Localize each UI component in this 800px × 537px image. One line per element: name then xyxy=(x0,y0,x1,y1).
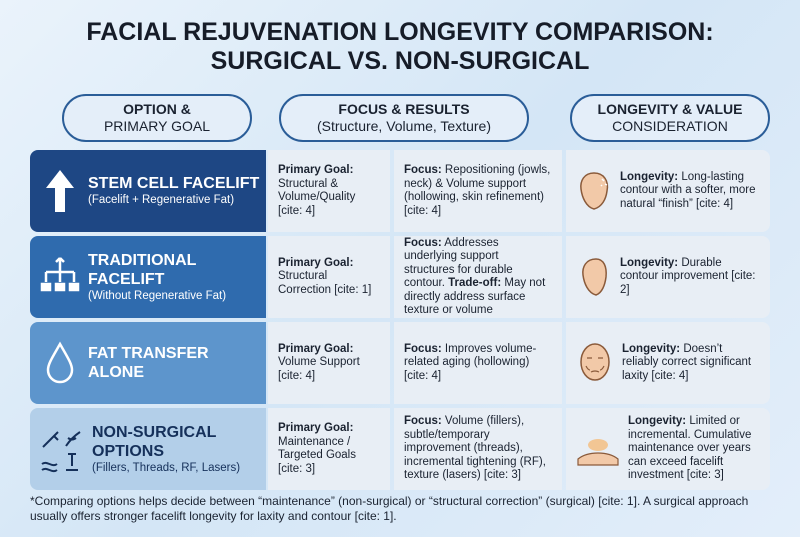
label: Focus: xyxy=(404,415,442,428)
cell-text: Focus: Volume (fillers), subtle/temporar… xyxy=(404,415,552,483)
title-line: SURGICAL VS. NON-SURGICAL xyxy=(210,47,590,75)
text: May not directly address surface texture… xyxy=(404,277,546,316)
label: Primary Goal: xyxy=(278,164,354,176)
cell-text: Focus: Improves volume-related aging (ho… xyxy=(404,343,552,384)
longevity-cell: Longevity: Durable contour improvement [… xyxy=(566,236,770,318)
goal-cell: Primary Goal: Maintenance / Targeted Goa… xyxy=(268,408,390,490)
icon xyxy=(40,257,80,292)
text: Structural & Volume/Quality [cite: 4] xyxy=(278,177,356,217)
longevity-cell: Longevity: Doesn’t reliably correct sign… xyxy=(566,322,770,404)
text: Addresses underlying support structures … xyxy=(404,236,513,290)
text: Maintenance / Targeted Goals [cite: 3] xyxy=(278,435,356,475)
focus-cell: Focus: Addresses underlying support stru… xyxy=(394,236,562,318)
cell-text: Primary Goal: Structural & Volume/Qualit… xyxy=(278,164,380,218)
option-block: STEM CELL FACELIFT (Facelift + Regenerati… xyxy=(30,150,266,232)
header-line: (Structure, Volume, Texture) xyxy=(316,118,492,134)
column-header: LONGEVITY & VALUE CONSIDERATION xyxy=(570,94,770,142)
icon xyxy=(46,170,74,212)
option-title: NON-SURGICAL OPTIONS xyxy=(92,423,217,460)
header-line: LONGEVITY & VALUE xyxy=(597,101,743,117)
option-subtitle: (Fillers, Threads, RF, Lasers) xyxy=(92,461,241,474)
header-line: FOCUS & RESULTS xyxy=(338,101,470,117)
option-text: FAT TRANSFER ALONE xyxy=(88,344,266,382)
option-title: TRADITIONAL FACELIFT xyxy=(88,251,197,288)
face-icon xyxy=(582,258,607,296)
text: Repositioning (jowls, neck) & Volume sup… xyxy=(404,164,551,217)
goal-cell: Primary Goal: Volume Support [cite: 4] xyxy=(268,322,390,404)
face-icon xyxy=(577,439,619,466)
option-block: FAT TRANSFER ALONE xyxy=(30,322,266,404)
option-subtitle: (Facelift + Regenerative Fat) xyxy=(88,194,235,206)
option-block: TRADITIONAL FACELIFT (Without Regenerativ… xyxy=(30,236,266,318)
face-icon xyxy=(580,172,609,210)
cell-text: Primary Goal: Maintenance / Targeted Goa… xyxy=(278,422,380,476)
label: Primary Goal: xyxy=(278,256,354,269)
option-text: TRADITIONAL FACELIFT (Without Regenerativ… xyxy=(88,251,266,304)
cell-text: Longevity: Durable contour improvement [… xyxy=(620,257,760,298)
text: Structural Correction [cite: 1] xyxy=(278,270,372,296)
label: Primary Goal: xyxy=(278,422,354,434)
header-line: PRIMARY GOAL xyxy=(103,118,211,134)
table-row: STEM CELL FACELIFT (Facelift + Regenerati… xyxy=(30,150,770,232)
cell-text: Longevity: Limited or incremental. Cumul… xyxy=(628,415,760,483)
header-line: OPTION & xyxy=(123,101,191,117)
text: Improves volume-related aging (hollowing… xyxy=(404,342,537,382)
icon xyxy=(46,341,74,384)
label: Focus: xyxy=(404,342,442,355)
column-header: FOCUS & RESULTS (Structure, Volume, Textu… xyxy=(279,94,529,142)
label: Trade-off: xyxy=(448,277,502,289)
option-title: STEM CELL FACELIFT xyxy=(88,175,260,192)
text: Volume (fillers), subtle/temporary impro… xyxy=(404,415,546,482)
label: Longevity: xyxy=(620,170,679,183)
footnote: *Comparing options helps decide between … xyxy=(30,494,749,523)
column-header: OPTION & PRIMARY GOAL xyxy=(62,94,252,142)
cell-text: Primary Goal: Structural Correction [cit… xyxy=(278,257,380,298)
face-icon xyxy=(580,343,610,381)
label: Focus: xyxy=(404,164,442,176)
cell-text: Focus: Repositioning (jowls, neck) & Vol… xyxy=(404,164,552,218)
option-title: FAT TRANSFER ALONE xyxy=(88,345,209,381)
label: Longevity: xyxy=(620,256,679,269)
focus-cell: Focus: Improves volume-related aging (ho… xyxy=(394,322,562,404)
focus-cell: Focus: Repositioning (jowls, neck) & Vol… xyxy=(394,150,562,232)
table-row: FAT TRANSFER ALONE Primary Goal: Volume S… xyxy=(30,322,770,404)
option-text: STEM CELL FACELIFT (Facelift + Regenerati… xyxy=(88,174,259,208)
cell-text: Longevity: Long-lasting contour with a s… xyxy=(620,171,760,212)
cell-text: Primary Goal: Volume Support [cite: 4] xyxy=(278,343,380,384)
option-text: NON-SURGICAL OPTIONS (Fillers, Threads, R… xyxy=(92,423,266,476)
cell-text: Longevity: Doesn’t reliably correct sign… xyxy=(622,343,760,384)
icon xyxy=(41,431,81,473)
text: Limited or incremental. Cumulative maint… xyxy=(628,415,752,482)
label: Longevity: xyxy=(622,342,681,355)
title-line: FACIAL REJUVENATION LONGEVITY COMPARISON… xyxy=(86,18,714,46)
longevity-cell: Longevity: Limited or incremental. Cumul… xyxy=(566,408,770,490)
focus-cell: Focus: Volume (fillers), subtle/temporar… xyxy=(394,408,562,490)
title: FACIAL REJUVENATION LONGEVITY COMPARISON… xyxy=(0,18,800,76)
option-block: NON-SURGICAL OPTIONS (Fillers, Threads, R… xyxy=(30,408,266,490)
table-row: TRADITIONAL FACELIFT (Without Regenerativ… xyxy=(30,236,770,318)
text: Long-lasting contour with a softer, more… xyxy=(620,170,756,210)
longevity-cell: Longevity: Long-lasting contour with a s… xyxy=(566,150,770,232)
text: Durable contour improvement [cite: 2] xyxy=(620,256,756,296)
label: Longevity: xyxy=(628,415,687,428)
table-row: NON-SURGICAL OPTIONS (Fillers, Threads, R… xyxy=(30,408,770,490)
label: Focus: xyxy=(404,236,442,249)
text: Volume Support [cite: 4] xyxy=(278,356,360,382)
header-line: CONSIDERATION xyxy=(612,118,728,134)
cell-text: Focus: Addresses underlying support stru… xyxy=(404,237,552,318)
text: Doesn’t reliably correct significant lax… xyxy=(622,342,752,382)
goal-cell: Primary Goal: Structural Correction [cit… xyxy=(268,236,390,318)
label: Primary Goal: xyxy=(278,342,354,355)
goal-cell: Primary Goal: Structural & Volume/Qualit… xyxy=(268,150,390,232)
option-subtitle: (Without Regenerative Fat) xyxy=(88,289,227,302)
